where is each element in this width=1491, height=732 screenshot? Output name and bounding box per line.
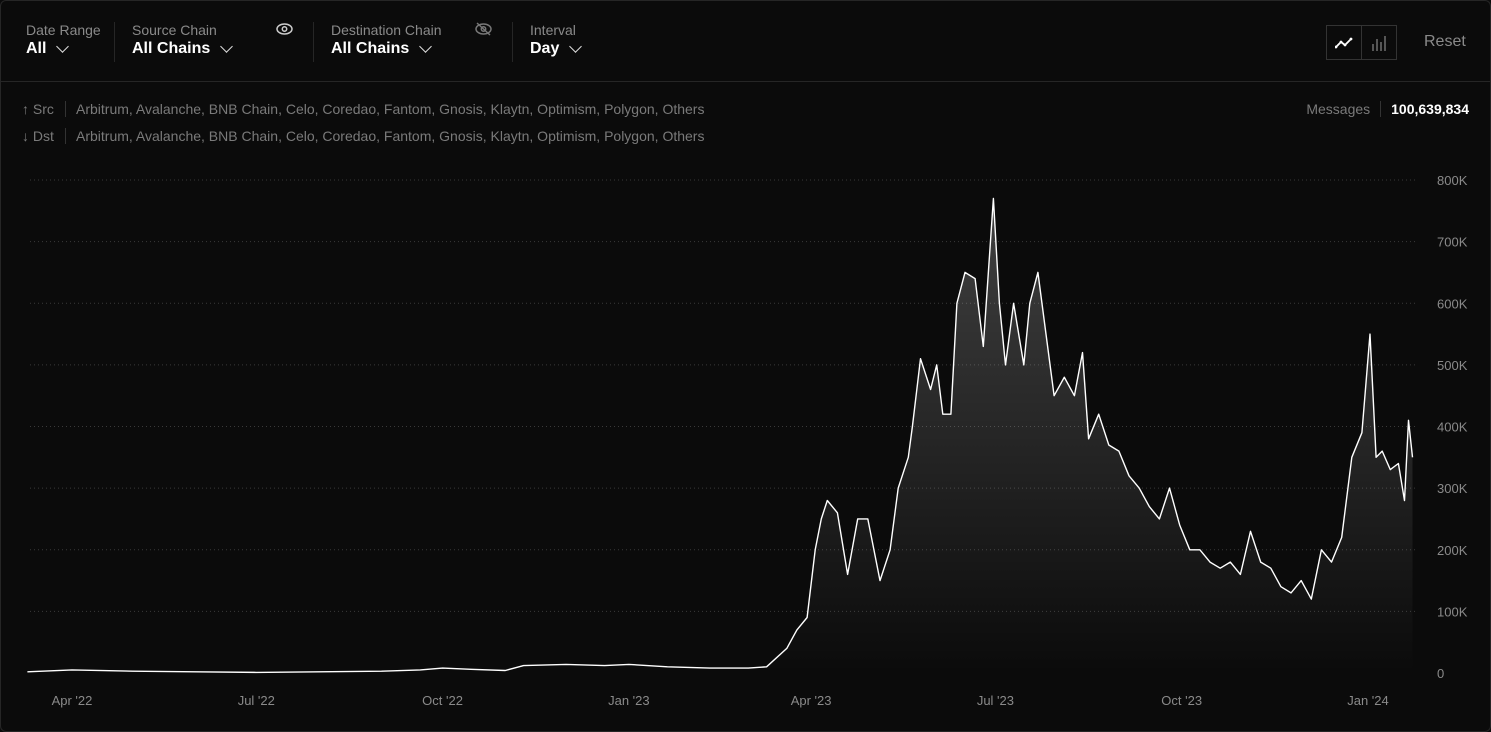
reset-button[interactable]: Reset: [1424, 33, 1466, 50]
messages-value: 100,639,834: [1391, 101, 1469, 117]
destination-chain-label: Destination Chain: [331, 22, 442, 38]
chevron-down-icon: [569, 40, 583, 53]
destination-chain-filter[interactable]: Destination Chain All Chains: [331, 22, 442, 58]
date-range-value[interactable]: All: [26, 40, 47, 57]
date-range-filter[interactable]: Date Range All: [26, 22, 101, 58]
bar-chart-button[interactable]: [1362, 26, 1396, 59]
eye-off-icon[interactable]: [475, 22, 492, 39]
x-tick-label: Apr '23: [791, 693, 832, 708]
y-tick-label: 800K: [1437, 173, 1468, 188]
messages-label: Messages: [1306, 101, 1382, 117]
source-chain-filter[interactable]: Source Chain All Chains: [132, 22, 234, 58]
src-label: Src: [32, 101, 54, 117]
interval-value[interactable]: Day: [530, 40, 560, 57]
destination-chains-row: ↓ Dst Arbitrum, Avalanche, BNB Chain, Ce…: [22, 128, 704, 144]
y-tick-label: 300K: [1437, 481, 1468, 496]
chart-type-toggle: [1326, 25, 1397, 60]
y-tick-label: 0: [1437, 666, 1444, 681]
y-tick-label: 100K: [1437, 604, 1468, 619]
area-fill: [27, 198, 1413, 673]
chevron-down-icon: [56, 40, 70, 53]
y-tick-label: 400K: [1437, 420, 1468, 435]
source-chains-row: ↑ Src Arbitrum, Avalanche, BNB Chain, Ce…: [22, 101, 704, 117]
date-range-label: Date Range: [26, 22, 101, 38]
interval-label: Interval: [530, 22, 576, 38]
x-tick-label: Oct '22: [422, 693, 463, 708]
divider: [313, 22, 314, 62]
y-tick-label: 600K: [1437, 296, 1468, 311]
dst-label: Dst: [32, 128, 54, 144]
x-tick-label: Jul '22: [238, 693, 275, 708]
y-tick-label: 500K: [1437, 358, 1468, 373]
filter-bar: Date Range All Source Chain All Chains D…: [0, 0, 1491, 82]
x-tick-label: Jul '23: [977, 693, 1014, 708]
eye-icon[interactable]: [276, 22, 293, 38]
destination-chain-value[interactable]: All Chains: [331, 40, 410, 57]
y-tick-label: 200K: [1437, 543, 1468, 558]
x-tick-label: Jan '23: [608, 693, 650, 708]
line-chart-button[interactable]: [1327, 26, 1362, 59]
messages-count: Messages 100,639,834: [1306, 101, 1469, 117]
y-tick-label: 700K: [1437, 235, 1468, 250]
arrow-down-icon: ↓: [22, 128, 33, 144]
dst-chains: Arbitrum, Avalanche, BNB Chain, Celo, Co…: [76, 128, 705, 144]
x-tick-label: Apr '22: [52, 693, 93, 708]
series-line: [27, 197, 1414, 674]
source-chain-value[interactable]: All Chains: [132, 40, 211, 57]
chevron-down-icon: [220, 40, 234, 53]
divider: [114, 22, 115, 62]
src-chains: Arbitrum, Avalanche, BNB Chain, Celo, Co…: [76, 101, 705, 117]
chevron-down-icon: [419, 40, 433, 53]
divider: [512, 22, 513, 62]
arrow-up-icon: ↑: [22, 101, 33, 117]
interval-filter[interactable]: Interval Day: [530, 22, 583, 58]
x-tick-label: Jan '24: [1347, 693, 1389, 708]
messages-chart[interactable]: 0 100K 200K 300K 400K 500K 600K 700K 800K Apr '22…: [0, 150, 1491, 732]
x-tick-label: Oct '23: [1161, 693, 1202, 708]
source-chain-label: Source Chain: [132, 22, 217, 38]
bar-chart-icon: [1372, 35, 1386, 51]
line-chart-icon: [1335, 37, 1353, 48]
